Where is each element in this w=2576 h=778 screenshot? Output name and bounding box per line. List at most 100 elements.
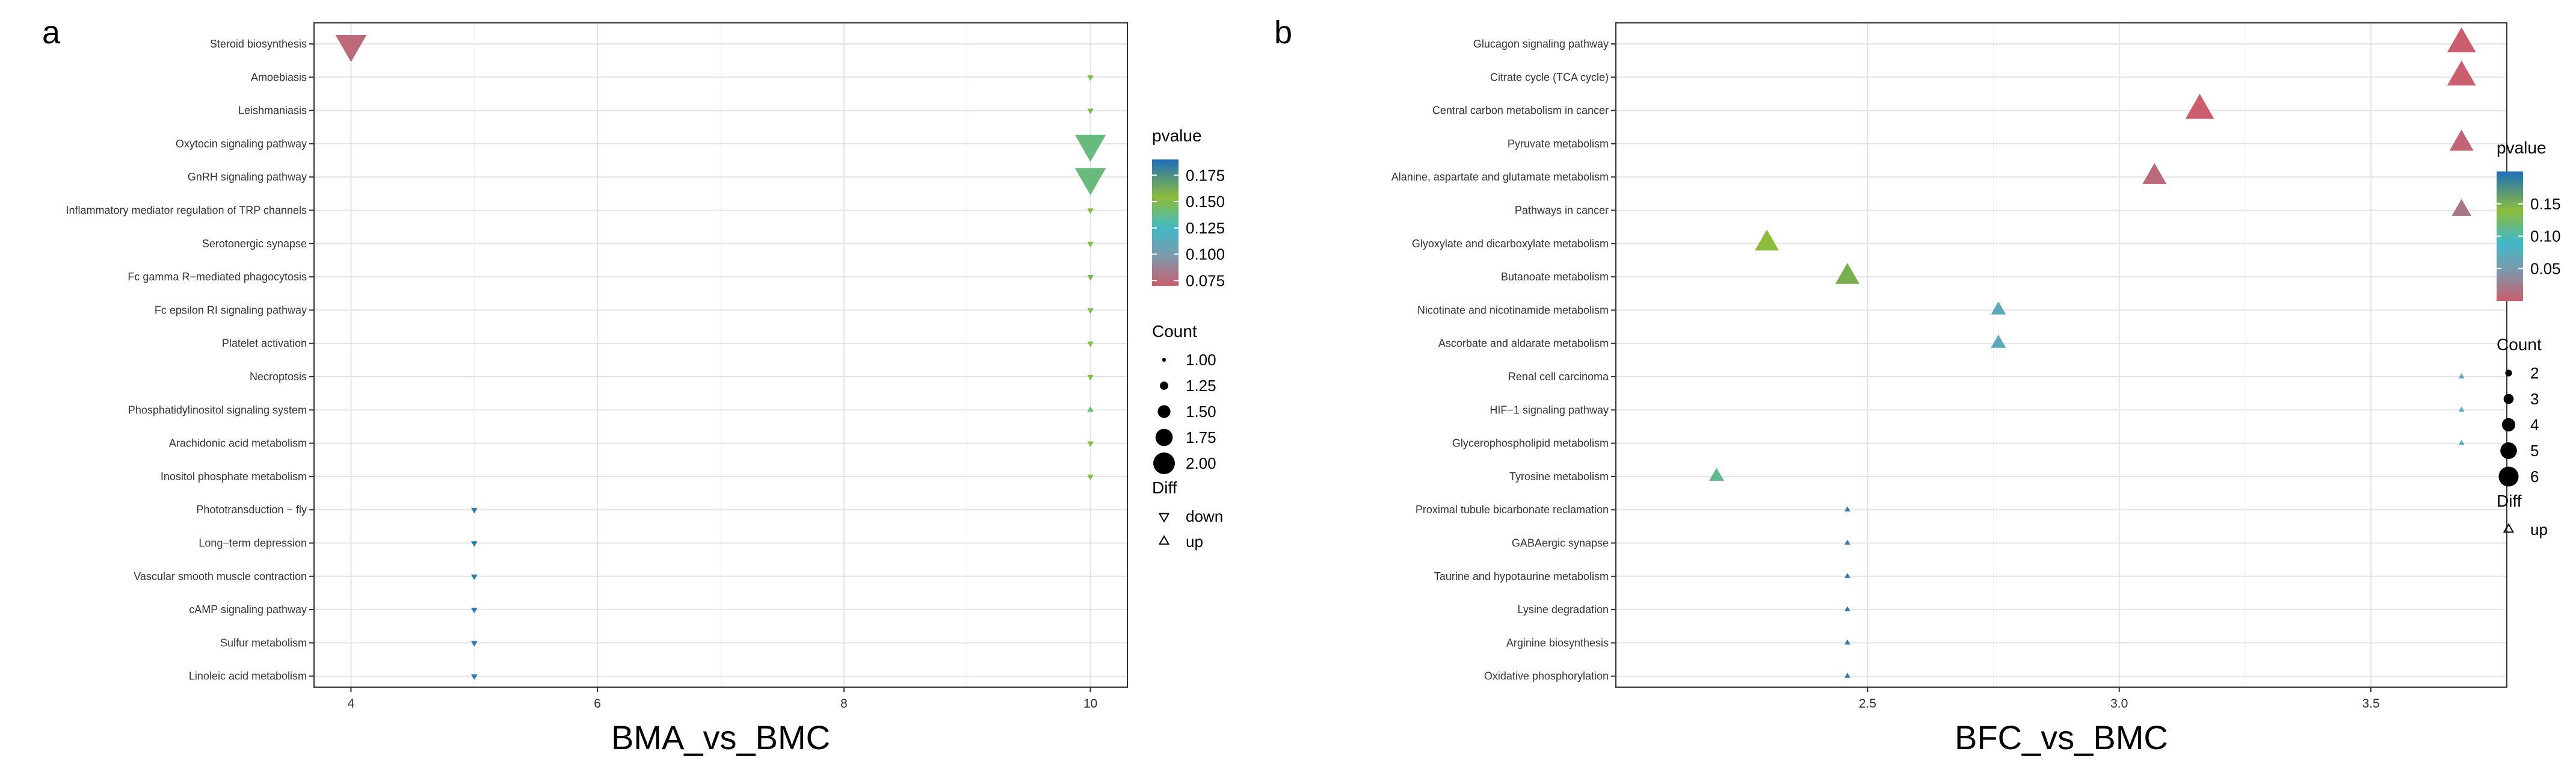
legend-count-symbol [1162,357,1166,362]
category-label: Oxidative phosphorylation [1484,670,1609,682]
data-point-down-triangle [1087,241,1094,248]
legend-pvalue-label: 0.15 [2530,195,2561,213]
x-tick-label: 6 [594,697,601,711]
category-label: Central carbon metabolism in cancer [1432,105,1609,117]
legend-count-symbol [1157,405,1171,418]
data-point-up-triangle [2142,162,2167,184]
legend-count-symbol [1160,381,1168,390]
legend-count-label: 4 [2530,416,2539,434]
legend-count-label: 1.25 [1186,377,1216,395]
legend-count-label: 5 [2530,442,2539,460]
data-point-down-triangle [1087,108,1094,114]
category-label: Serotonergic synapse [202,238,307,250]
data-point-down-triangle [470,574,478,581]
category-label: Proximal tubule bicarbonate reclamation [1416,504,1609,516]
data-point-down-triangle [1087,208,1094,214]
category-label: Steroid biosynthesis [210,38,307,50]
category-label: HIF−1 signaling pathway [1490,404,1609,416]
category-label: Butanoate metabolism [1501,271,1609,283]
legend-count-label: 1.00 [1186,351,1216,369]
data-point-up-triangle [2458,406,2465,412]
category-label: Glucagon signaling pathway [1473,38,1609,50]
data-point-down-triangle [1087,341,1094,347]
data-point-down-triangle [470,541,478,547]
legend-pvalue-label: 0.075 [1186,271,1225,289]
data-point-down-triangle [1087,274,1094,281]
category-label: Citrate cycle (TCA cycle) [1490,71,1609,83]
data-point-down-triangle [1087,474,1094,481]
data-point-up-triangle [1991,335,2006,348]
data-point-down-triangle [470,508,478,514]
legend-diff-title: Diff [1152,478,1177,497]
legend-diff-title: Diff [2497,492,2522,510]
category-label: Phototransduction − fly [196,504,307,516]
chart-panel-b: Glucagon signaling pathway Citrate cycle … [1391,22,2561,756]
data-point-down-triangle [1087,75,1094,81]
data-point-up-triangle [2451,199,2471,216]
panel-label-b: b [1274,14,1292,51]
data-point-up-triangle [2458,373,2465,378]
legend-count-symbol [2501,418,2516,432]
data-point-down-triangle [1074,134,1106,162]
x-tick-label: 4 [348,697,355,711]
legend-pvalue-label: 0.150 [1186,193,1225,211]
legend-pvalue-title: pvalue [2497,138,2547,157]
category-label: Pyruvate metabolism [1508,138,1609,150]
legend-count-symbol [2498,466,2519,487]
data-point-up-triangle [1844,639,1850,645]
category-label: Fc epsilon RI signaling pathway [155,304,307,316]
legend-diff-label: up [1186,533,1203,551]
legend-count-title: Count [1152,322,1197,341]
category-label: Oxytocin signaling pathway [176,138,307,150]
category-label: Fc gamma R−mediated phagocytosis [128,271,307,283]
category-label: Linoleic acid metabolism [189,670,307,682]
legend-pvalue-label: 0.05 [2530,259,2561,277]
x-tick-label: 8 [840,697,848,711]
category-label: Glycerophospholipid metabolism [1452,437,1609,449]
legend-pvalue-label: 0.10 [2530,227,2561,245]
category-label: Glyoxylate and dicarboxylate metabolism [1412,238,1609,250]
legend-count-symbol [2500,442,2517,459]
category-label: Phosphatidylinositol signaling system [128,404,307,416]
plot-border [1615,22,2507,688]
legend-diff-symbol-up [1158,535,1170,545]
category-label: Arginine biosynthesis [1506,637,1609,649]
legend-count-label: 2.00 [1186,454,1216,472]
data-point-down-triangle [470,641,478,647]
x-tick-label: 2.5 [1859,697,1876,711]
category-label: Lysine degradation [1518,604,1609,616]
legend-count-symbol [1155,428,1173,446]
category-label: GnRH signaling pathway [188,171,307,183]
data-point-down-triangle [1087,308,1094,314]
plot-border [313,22,1128,688]
chart-panel-a: Steroid biosynthesis Amoebiasis Leishmania… [66,22,1225,756]
category-label: Amoebiasis [251,71,307,83]
x-tick-label: 3.5 [2362,697,2379,711]
data-point-up-triangle [1844,673,1850,678]
data-point-up-triangle [2185,93,2214,119]
data-point-down-triangle [1087,441,1094,447]
data-point-up-triangle [1991,301,2006,315]
category-label: Leishmaniasis [238,105,307,117]
legend-pvalue-label: 0.100 [1186,245,1225,264]
category-label: cAMP signaling pathway [189,604,307,616]
data-point-down-triangle [470,674,478,680]
legend-count-label: 1.50 [1186,403,1216,421]
legend-count-symbol [2503,394,2514,404]
data-point-up-triangle [1844,506,1850,512]
data-point-up-triangle [1087,406,1094,412]
category-label: Alanine, aspartate and glutamate metabol… [1391,171,1609,183]
legend-diff-symbol-up [2503,523,2515,533]
data-point-up-triangle [1844,606,1850,611]
category-label: Sulfur metabolism [220,637,307,649]
data-point-up-triangle [2449,129,2474,151]
category-label: Ascorbate and aldarate metabolism [1438,338,1609,350]
legend-count-title: Count [2497,335,2542,354]
category-label: Inflammatory mediator regulation of TRP … [66,205,307,217]
x-axis-title: BFC_vs_BMC [1955,718,2168,756]
category-label: Arachidonic acid metabolism [169,437,307,449]
x-axis-title: BMA_vs_BMC [611,718,830,756]
data-point-up-triangle [1844,539,1850,545]
legend-count-label: 1.75 [1186,428,1216,446]
plot-area [1616,23,2507,687]
